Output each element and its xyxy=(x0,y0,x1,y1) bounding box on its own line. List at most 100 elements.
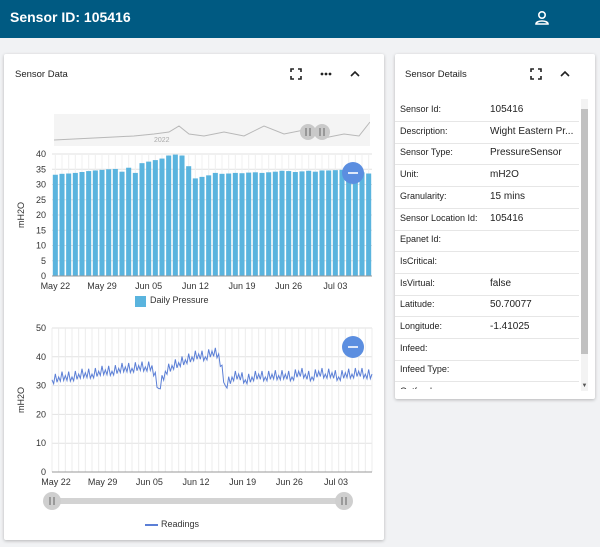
y-tick-label: 20 xyxy=(36,409,46,419)
bar[interactable] xyxy=(79,171,85,276)
slider-left-thumb[interactable] xyxy=(43,492,61,510)
zoom-reset-button[interactable] xyxy=(342,336,364,358)
bar[interactable] xyxy=(139,163,145,276)
bar[interactable] xyxy=(212,172,218,276)
bar[interactable] xyxy=(366,173,372,276)
slider-right-thumb[interactable] xyxy=(335,492,353,510)
bar[interactable] xyxy=(199,176,205,276)
bar[interactable] xyxy=(252,172,258,276)
detail-label: Description: xyxy=(400,125,448,136)
detail-value: PressureSensor xyxy=(490,147,562,159)
bar[interactable] xyxy=(99,169,105,276)
collapse-icon[interactable] xyxy=(348,67,362,81)
bar[interactable] xyxy=(59,173,65,276)
legend-line-swatch xyxy=(145,524,158,526)
x-tick-label: Jun 12 xyxy=(182,281,209,291)
bar[interactable] xyxy=(126,167,132,276)
detail-row: Sensor Id: 105416 xyxy=(395,99,579,122)
detail-row: Granularity: 15 mins xyxy=(395,186,579,209)
x-tick-label: Jun 05 xyxy=(136,477,163,487)
bar[interactable] xyxy=(306,170,312,276)
bar[interactable] xyxy=(319,170,325,276)
x-tick-label: Jun 05 xyxy=(135,281,162,291)
detail-row: Infeed: xyxy=(395,338,579,361)
bar[interactable] xyxy=(166,155,172,276)
y-tick-label: 35 xyxy=(36,164,46,174)
bar[interactable] xyxy=(106,169,112,276)
x-tick-label: May 29 xyxy=(87,281,117,291)
bar[interactable] xyxy=(192,178,198,276)
bar[interactable] xyxy=(52,174,58,276)
bar[interactable] xyxy=(152,160,158,276)
bar[interactable] xyxy=(299,171,305,276)
fullscreen-icon[interactable] xyxy=(289,67,303,81)
fullscreen-icon[interactable] xyxy=(529,67,543,81)
detail-label: Outfeed: xyxy=(400,386,435,389)
details-scrollbar[interactable]: ▼ xyxy=(581,99,588,391)
detail-label: Sensor Location Id: xyxy=(400,212,478,223)
details-table: Sensor Id: 105416 Description: Wight Easter… xyxy=(395,99,580,389)
y-tick-label: 20 xyxy=(36,210,46,220)
bar[interactable] xyxy=(246,172,252,276)
bar[interactable] xyxy=(292,171,298,276)
bar[interactable] xyxy=(179,155,185,276)
bar[interactable] xyxy=(326,170,332,276)
readings-line[interactable] xyxy=(51,347,373,390)
bar[interactable] xyxy=(272,171,278,276)
detail-value: 50.70077 xyxy=(490,299,532,311)
bar[interactable] xyxy=(86,171,92,276)
user-icon[interactable] xyxy=(533,9,551,27)
detail-row: Sensor Location Id: 105416 xyxy=(395,208,579,231)
bar[interactable] xyxy=(339,169,345,276)
navigator-top[interactable]: 2022 xyxy=(54,112,370,148)
bar[interactable] xyxy=(172,154,178,276)
bar[interactable] xyxy=(146,161,152,276)
bar[interactable] xyxy=(259,172,265,276)
collapse-icon[interactable] xyxy=(558,67,572,81)
bar[interactable] xyxy=(132,172,138,276)
detail-label: Sensor Type: xyxy=(400,147,453,158)
bar[interactable] xyxy=(352,170,358,276)
y-tick-label: 30 xyxy=(36,180,46,190)
bar[interactable] xyxy=(232,172,238,276)
range-slider[interactable] xyxy=(42,490,372,512)
bar[interactable] xyxy=(66,173,72,276)
more-icon[interactable] xyxy=(319,67,333,81)
x-tick-label: May 29 xyxy=(88,477,118,487)
bar[interactable] xyxy=(186,166,192,276)
navigator-right-handle[interactable] xyxy=(314,124,330,140)
bar[interactable] xyxy=(219,173,225,276)
bar[interactable] xyxy=(312,171,318,276)
x-tick-label: Jun 19 xyxy=(229,477,256,487)
bar[interactable] xyxy=(279,170,285,276)
bar[interactable] xyxy=(286,171,292,276)
bar[interactable] xyxy=(72,172,78,276)
bar[interactable] xyxy=(332,170,338,276)
scrollbar-thumb[interactable] xyxy=(581,109,588,354)
bar[interactable] xyxy=(346,171,352,276)
navigator-left-handle[interactable] xyxy=(300,124,316,140)
legend-label: Readings xyxy=(161,519,200,529)
bar[interactable] xyxy=(206,175,212,276)
bar[interactable] xyxy=(112,168,118,276)
legend-swatch xyxy=(135,296,146,307)
detail-label: Latitude: xyxy=(400,299,435,310)
zoom-reset-button[interactable] xyxy=(342,162,364,184)
x-tick-label: Jun 26 xyxy=(275,281,302,291)
bar[interactable] xyxy=(92,170,98,276)
bar[interactable] xyxy=(226,173,232,276)
bar[interactable] xyxy=(359,172,365,276)
y-tick-label: 30 xyxy=(36,381,46,391)
bar[interactable] xyxy=(159,158,165,276)
y-tick-label: 50 xyxy=(36,323,46,333)
detail-row: Sensor Type: PressureSensor xyxy=(395,142,579,166)
bar[interactable] xyxy=(266,172,272,276)
sensor-data-card: Sensor Data 2022 0 5 10 15 20 25 30 35 40 May 22 M… xyxy=(4,54,384,540)
y-tick-label: 40 xyxy=(36,149,46,159)
detail-row: Infeed Type: xyxy=(395,359,579,383)
bar[interactable] xyxy=(119,171,125,276)
scroll-down-arrow[interactable]: ▼ xyxy=(581,383,588,389)
detail-row: Longitude: -1.41025 xyxy=(395,316,579,339)
bar[interactable] xyxy=(239,173,245,276)
detail-row: Epanet Id: xyxy=(395,229,579,253)
